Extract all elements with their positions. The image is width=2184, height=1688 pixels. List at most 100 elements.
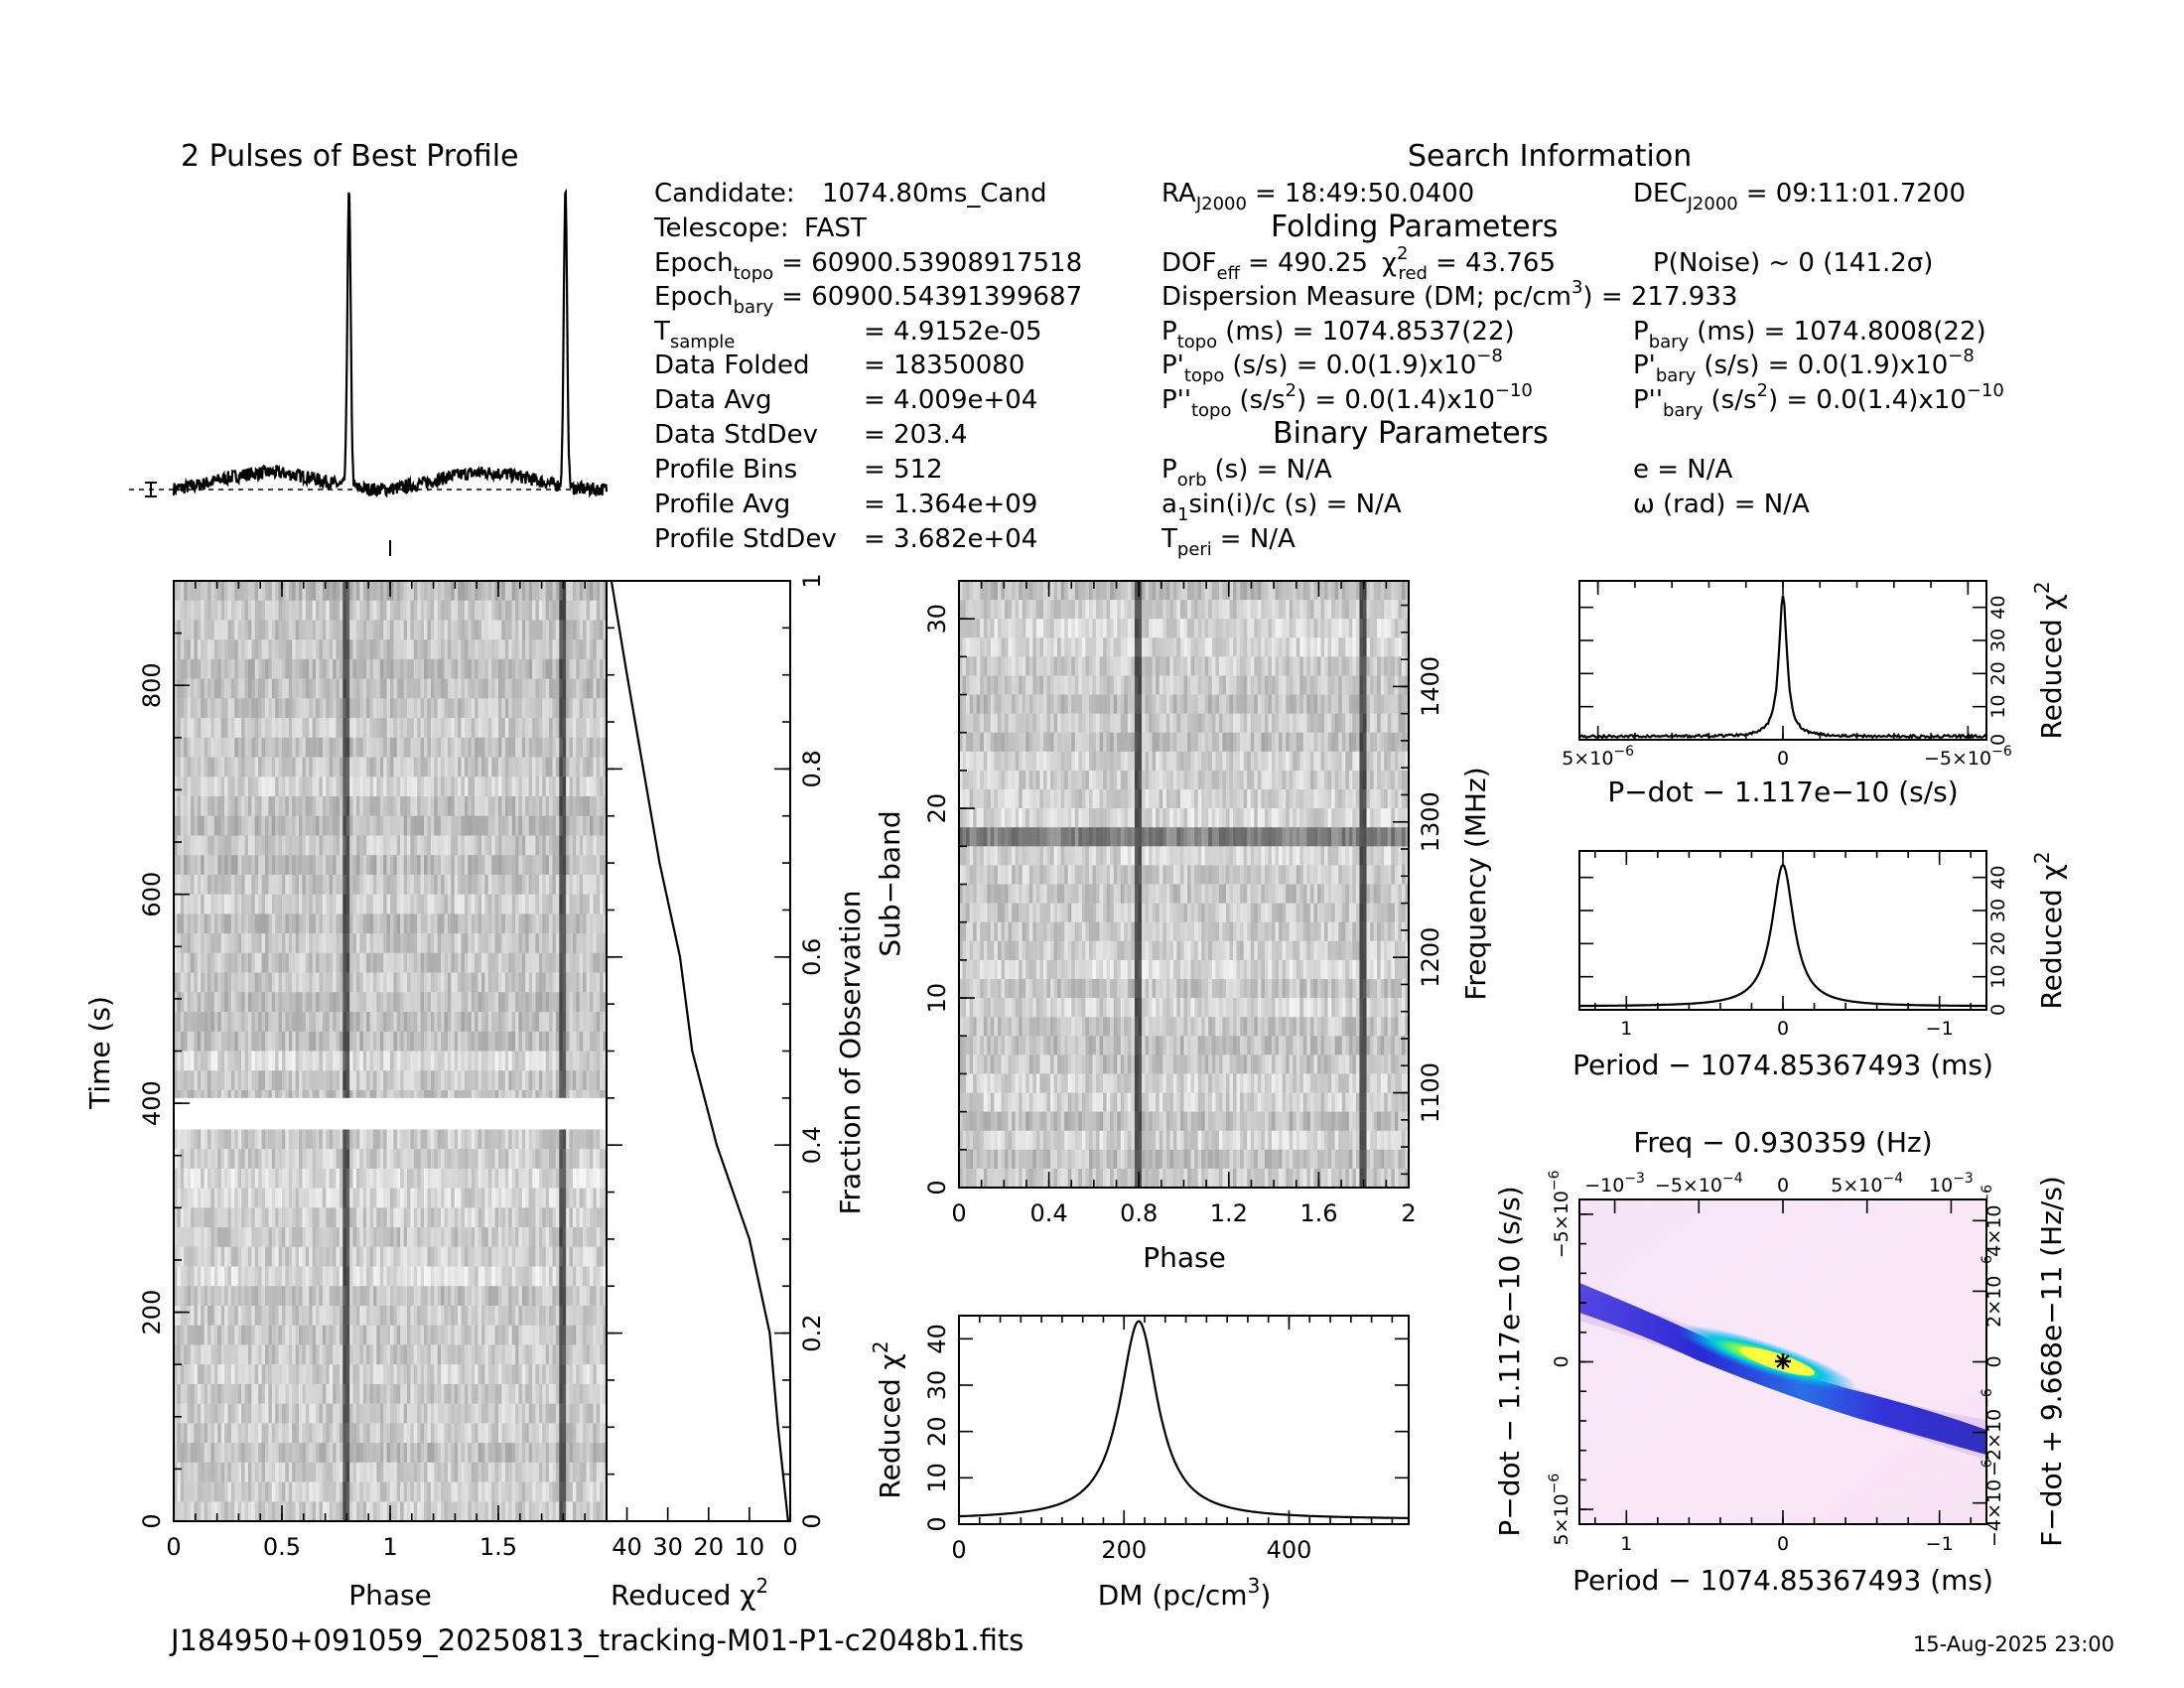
data-folded-value: = 18350080	[864, 351, 1024, 380]
profile-curve	[172, 188, 609, 498]
pdot-curve	[1578, 595, 1987, 741]
tp-xtick-label: 0.5	[263, 1533, 301, 1561]
data-avg-value: = 4.009e+04	[864, 385, 1037, 415]
telescope-value: FAST	[804, 213, 867, 243]
profile-std-value: = 3.682e+04	[864, 524, 1037, 554]
freq-top-label: Freq − 0.930359 (Hz)	[1633, 1126, 1932, 1159]
time-phase-heatmap	[174, 581, 608, 1522]
subband-ylabel: Sub−band	[874, 810, 906, 956]
hm-y2tick-label: 4×10−6	[1979, 1185, 2005, 1257]
pnoise-value: P(Noise) ~ 0 (141.2σ)	[1653, 248, 1933, 278]
data-folded-label: Data Folded	[654, 351, 810, 380]
pdot-xtick-label: 0	[1777, 748, 1789, 770]
svg-text:Candidate:1074.80ms_Cand: Candidate: 1074.80ms_Cand	[654, 179, 1046, 209]
sb-xtick-label: 2	[1401, 1199, 1416, 1227]
per-xtick-label: 1	[1620, 1018, 1632, 1040]
svg-text:Data StdDev= 203.4: Data StdDev = 203.4	[654, 420, 967, 450]
profile-avg-label: Profile Avg	[654, 490, 790, 519]
hm-ytick-label: −5×10−6	[1547, 1170, 1572, 1258]
svg-text:Porb(s) = N/A: Porb (s) = N/A	[1161, 455, 1332, 491]
hm-toptick-label: −10−3	[1584, 1171, 1645, 1196]
tsample-value: = 4.9152e-05	[864, 317, 1042, 347]
ra-label: RA	[1161, 179, 1196, 209]
hm-y2tick-label: −4×10−6	[1979, 1459, 2005, 1547]
period-ylabel: Reduced χ2	[2030, 851, 2068, 1009]
porb-value: (s) = N/A	[1215, 455, 1332, 485]
svg-text:Epochbary= 60900.54391399687: Epochbary = 60900.54391399687	[654, 282, 1082, 318]
epoch-topo-value: = 60900.53908917518	[781, 248, 1082, 278]
tp-ytick-label: 600	[138, 872, 166, 917]
dm-xtick-label: 400	[1267, 1536, 1312, 1564]
dm-ytick-label: 0	[923, 1516, 951, 1531]
period-curve	[1579, 863, 1986, 1008]
svg-text:Profile Avg= 1.364e+09: Profile Avg = 1.364e+09	[654, 490, 1037, 519]
per-ytick-label: 0	[1987, 1004, 2009, 1016]
per-ytick-label: 30	[1987, 899, 2009, 922]
tchi-ytick-label: 0.4	[798, 1126, 826, 1164]
tchi-xtick-label: 40	[612, 1533, 642, 1561]
sb-y2tick-label: 1300	[1417, 791, 1444, 852]
tchi-xtick-label: 10	[735, 1533, 765, 1561]
sb-y2tick-label: 1200	[1417, 927, 1444, 988]
dm-ytick-label: 40	[923, 1324, 951, 1354]
svg-text:P''topo(s/s2) = 0.0(1.4)x10−10: P''topo (s/s2) = 0.0(1.4)x10−10	[1161, 380, 1533, 421]
candidate-info: Candidate: 1074.80ms_Cand Telescope: FAST …	[653, 179, 1082, 554]
pdot-ytick-label: 20	[1987, 661, 2009, 685]
sb-xtick-label: 0.8	[1120, 1199, 1158, 1227]
svg-text:Ptopo(ms) = 1074.8537(22): Ptopo (ms) = 1074.8537(22)	[1161, 317, 1515, 352]
time-chi-xlabel: Reduced χ2	[611, 1574, 768, 1612]
hm-y2tick-label: −2×10−6	[1979, 1388, 2005, 1477]
dm-xlabel: DM (pc/cm3)	[1098, 1574, 1272, 1612]
subband-xlabel: Phase	[1143, 1241, 1226, 1274]
omega-value: ω (rad) = N/A	[1633, 490, 1810, 519]
hm-toptick-label: 10−3	[1929, 1171, 1974, 1196]
svg-text:Telescope:FAST: Telescope: FAST	[653, 213, 867, 243]
binary-params-title: Binary Parameters	[1273, 416, 1549, 451]
svg-text:Dispersion Measure (DM; pc/cm3: Dispersion Measure (DM; pc/cm3) = 217.93…	[1161, 277, 1737, 312]
timestamp: 15-Aug-2025 23:00	[1913, 1632, 2115, 1656]
tchi-xtick-label: 20	[694, 1533, 725, 1561]
svg-text:Data Folded= 18350080: Data Folded = 18350080	[654, 351, 1024, 380]
fraction-ylabel: Fraction of Observation	[834, 890, 867, 1214]
time-ylabel: Time (s)	[83, 996, 116, 1110]
search-info: RAJ2000 = 18:49:50.0400 DECJ2000 = 09:11:0…	[1160, 179, 2004, 560]
sb-y2tick-label: 1400	[1417, 656, 1444, 717]
tp-ytick-label: 200	[138, 1290, 166, 1336]
dm-panel: 0 200 400 0 10 20 30 40 DM (pc/cm3) Reduced χ2	[869, 1315, 1410, 1612]
time-phase-panel: 0 0.5 1 1.5 0 200 400 600 800 Phase Time (s)	[83, 580, 608, 1612]
dof-value: = 490.25	[1248, 248, 1368, 278]
dm-ylabel: Reduced χ2	[869, 1340, 906, 1498]
time-phase-xlabel: Phase	[348, 1579, 432, 1612]
hm-y2tick-label: 0	[1983, 1355, 2005, 1367]
pddot-bary-value: (s/s	[1711, 385, 1757, 415]
per-xtick-label: −1	[1926, 1018, 1954, 1040]
dm-text: Dispersion Measure (DM; pc/cm	[1161, 282, 1571, 312]
profile-bins-label: Profile Bins	[654, 455, 797, 485]
tp-ytick-label: 400	[138, 1080, 166, 1126]
frequency-ylabel: Frequency (MHz)	[1459, 767, 1492, 1000]
candidate-value: 1074.80ms_Cand	[822, 179, 1046, 209]
time-chi-curve	[610, 580, 789, 1522]
profile-std-label: Profile StdDev	[654, 524, 837, 554]
pdot-ylabel: Reduced χ2	[2030, 581, 2068, 739]
sb-ytick-label: 30	[923, 604, 951, 634]
pdot-bary-value: (s/s) = 0.0(1.9)x10	[1704, 351, 1948, 380]
pdot-ytick-label: 0	[1987, 734, 2009, 746]
per-ytick-label: 10	[1987, 965, 2009, 989]
sb-xtick-label: 0	[951, 1199, 966, 1227]
dm-xtick-label: 0	[951, 1536, 966, 1564]
svg-text:RAJ2000= 18:49:50.0400: RAJ2000 = 18:49:50.0400	[1161, 179, 1474, 214]
tchi-ytick-label: 0.2	[798, 1315, 826, 1352]
sb-xtick-label: 1.6	[1299, 1199, 1337, 1227]
tchi-ytick-label: 0.8	[798, 750, 826, 787]
sb-xtick-label: 0.4	[1030, 1199, 1068, 1227]
tp-ytick-label: 800	[138, 662, 166, 708]
per-xtick-label: 0	[1777, 1018, 1789, 1040]
heatmap-ylabel-right: F−dot + 9.668e−11 (Hz/s)	[2035, 1176, 2068, 1547]
pdot-xtick-label: 5×10−6	[1562, 744, 1634, 770]
svg-text:Tsample= 4.9152e-05: Tsample = 4.9152e-05	[653, 317, 1042, 352]
period-xlabel: Period − 1074.85367493 (ms)	[1572, 1049, 1993, 1081]
